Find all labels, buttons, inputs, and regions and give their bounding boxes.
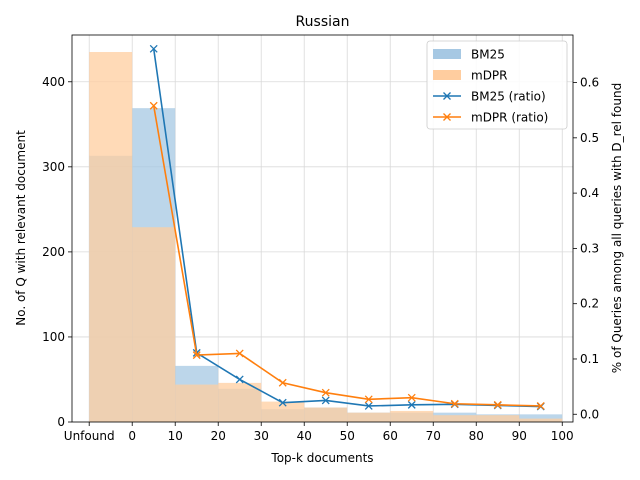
y2-tick-label: 0.5 <box>580 131 599 145</box>
marker-stroke <box>493 400 502 409</box>
legend-label-bm25-ratio: BM25 (ratio) <box>471 90 546 104</box>
bar-mdpr <box>218 382 262 422</box>
y-axis-ticks: 0 100 200 300 400 <box>42 75 72 429</box>
marker-mdpr-ratio <box>407 393 416 402</box>
bar-mdpr <box>519 418 563 422</box>
y-tick-label: 400 <box>42 75 65 89</box>
marker-stroke <box>407 393 416 402</box>
bar-mdpr <box>304 407 348 422</box>
x-tick-label: 10 <box>168 429 183 443</box>
marker-stroke <box>536 402 545 410</box>
y2-tick-label: 0.0 <box>580 407 599 421</box>
marker-mdpr-ratio <box>493 400 502 409</box>
marker-mdpr-ratio <box>450 399 459 408</box>
marker-mdpr-ratio <box>149 101 158 110</box>
bar-mdpr <box>390 410 434 422</box>
x-tick-label: 100 <box>551 429 574 443</box>
plot-frame <box>71 34 574 423</box>
y2-tick-label: 0.3 <box>580 241 599 255</box>
y-tick-label: 0 <box>57 415 65 429</box>
marker-stroke <box>149 101 158 110</box>
bar-mdpr <box>175 384 219 422</box>
legend-swatch-mdpr <box>433 70 461 80</box>
y-tick-label: 200 <box>42 245 65 259</box>
marker-stroke <box>235 375 244 384</box>
x-tick-label: 90 <box>512 429 527 443</box>
marker-stroke <box>278 398 287 407</box>
marker-stroke <box>321 396 330 405</box>
x-tick-label: 20 <box>211 429 226 443</box>
legend-label-mdpr-ratio: mDPR (ratio) <box>471 111 548 125</box>
marker-bm25-ratio <box>278 398 287 407</box>
marker-stroke <box>364 395 373 404</box>
marker-stroke <box>149 44 158 53</box>
y2-axis-ticks: 0.0 0.1 0.2 0.3 0.4 0.5 0.6 <box>573 76 599 421</box>
marker-mdpr-ratio <box>536 402 545 410</box>
legend-box <box>426 40 568 130</box>
marker-mdpr-ratio <box>235 349 244 358</box>
legend-marker-bm25-ratio <box>443 92 451 100</box>
marker-bm25-ratio <box>321 396 330 405</box>
bar-mdpr <box>347 412 391 422</box>
x-tick-label: 70 <box>426 429 441 443</box>
bar-mdpr <box>433 415 477 422</box>
marker-stroke <box>278 378 287 387</box>
x-tick-label: 80 <box>469 429 484 443</box>
x-tick-label: 40 <box>297 429 312 443</box>
y2-tick-label: 0.2 <box>580 297 599 311</box>
legend-label-mdpr: mDPR <box>471 69 508 83</box>
bar-mdpr <box>476 415 520 422</box>
bar-mdpr <box>132 227 176 422</box>
x-axis-ticks: Unfound 0 10 20 30 40 50 60 70 80 90 100 <box>64 422 574 443</box>
y2-axis-label: % of Queries among all queries with D_re… <box>610 83 624 373</box>
marker-stroke <box>407 400 416 409</box>
marker-mdpr-ratio <box>364 395 373 404</box>
legend: BM25 mDPR BM25 (ratio) mDPR (ratio) <box>426 40 568 130</box>
marker-stroke <box>192 351 201 360</box>
marker-mdpr-ratio <box>192 351 201 360</box>
x-axis-label: Top-k documents <box>270 451 373 465</box>
marker-bm25-ratio <box>149 44 158 53</box>
bar-mdpr <box>261 401 305 422</box>
marker-stroke <box>364 402 373 410</box>
y2-tick-label: 0.4 <box>580 186 599 200</box>
y-axis-label: No. of Q with relevant document <box>14 130 28 326</box>
marker-mdpr-ratio <box>278 378 287 387</box>
y-tick-label: 300 <box>42 160 65 174</box>
marker-stroke <box>450 399 459 408</box>
x-tick-label: 60 <box>383 429 398 443</box>
x-tick-label: Unfound <box>64 429 115 443</box>
bar-mdpr <box>89 52 133 423</box>
y2-tick-label: 0.6 <box>580 76 599 90</box>
marker-bm25-ratio <box>407 400 416 409</box>
x-tick-label: 0 <box>128 429 136 443</box>
marker-bm25-ratio <box>235 375 244 384</box>
bar-bm25 <box>519 414 563 422</box>
marker-bm25-ratio <box>364 402 373 410</box>
y2-tick-label: 0.1 <box>580 352 599 366</box>
chart-title: Russian <box>296 14 350 30</box>
marker-stroke <box>235 349 244 358</box>
marker-stroke <box>321 388 330 397</box>
legend-marker-mdpr-ratio <box>443 113 451 121</box>
y-tick-label: 100 <box>42 330 65 344</box>
bars <box>89 52 563 423</box>
x-tick-label: 30 <box>254 429 269 443</box>
marker-mdpr-ratio <box>321 388 330 397</box>
legend-swatch-bm25 <box>433 49 461 59</box>
legend-label-bm25: BM25 <box>471 48 505 62</box>
ratio-lines <box>149 44 545 411</box>
line-mdpr-ratio <box>152 105 541 407</box>
x-tick-label: 50 <box>340 429 355 443</box>
